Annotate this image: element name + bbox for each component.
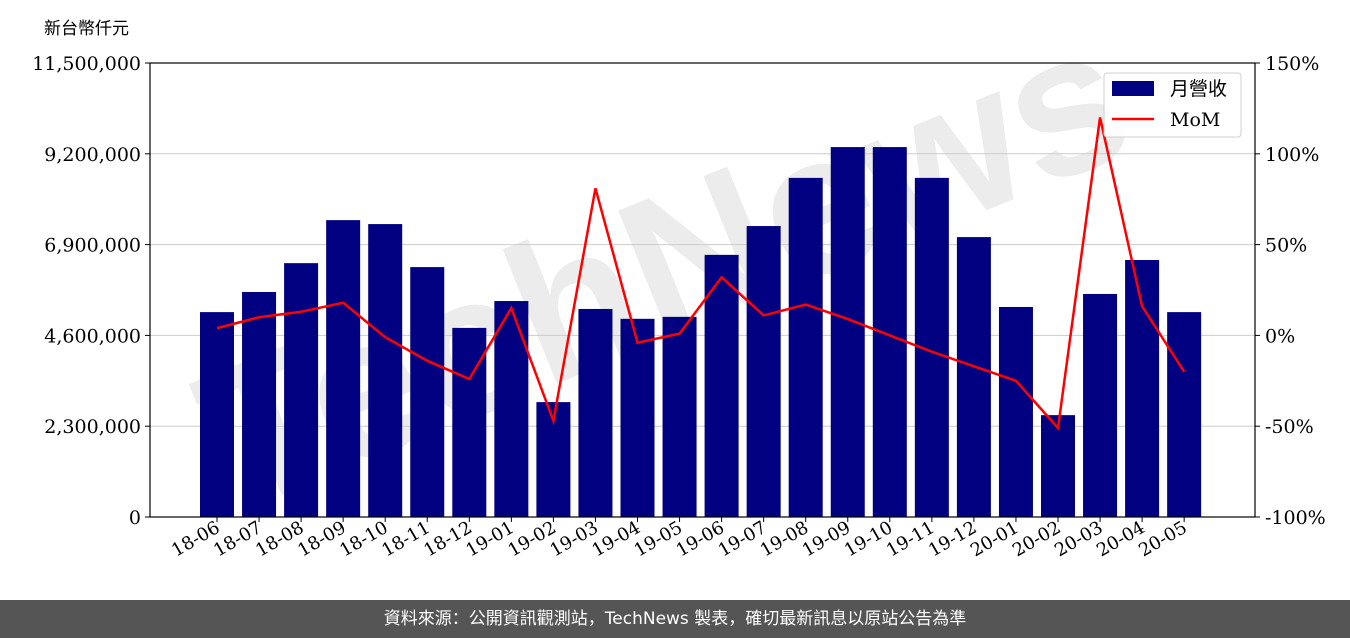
right-tick-label: -50% (1265, 416, 1314, 438)
legend-label-mom: MoM (1170, 109, 1220, 131)
mom-line (216, 117, 1186, 431)
footer-source: 資料來源：公開資訊觀測站，TechNews 製表，確切最新訊息以原站公告為準 (0, 600, 1350, 638)
legend-label-revenue: 月營收 (1170, 78, 1227, 100)
bar-19-08 (788, 177, 823, 517)
bar-20-03 (1083, 293, 1118, 517)
bar-20-02 (1041, 415, 1075, 517)
left-tick-label: 4,600,000 (44, 325, 141, 347)
bar-20-01 (998, 306, 1033, 517)
legend-bar-swatch (1112, 81, 1154, 96)
left-tick-label: 9,200,000 (44, 144, 141, 166)
bar-18-09 (326, 220, 361, 517)
bar-18-11 (410, 267, 445, 517)
bar-18-07 (242, 291, 277, 517)
right-tick-label: 100% (1265, 144, 1319, 166)
bar-19-12 (956, 237, 991, 518)
left-tick-label: 0 (129, 507, 141, 529)
right-tick-label: -100% (1265, 507, 1326, 529)
bar-19-09 (830, 147, 865, 518)
bar-18-08 (284, 263, 319, 517)
left-tick-label: 11,500,000 (32, 53, 141, 75)
bar-18-10 (368, 224, 403, 518)
unit-label: 新台幣仟元 (44, 19, 129, 39)
bar-19-05 (662, 316, 697, 517)
bar-18-12 (452, 327, 487, 517)
bar-19-06 (704, 254, 739, 517)
right-tick-label: 50% (1265, 235, 1307, 257)
right-tick-label: 150% (1265, 53, 1319, 75)
bar-20-04 (1125, 259, 1160, 517)
left-tick-label: 2,300,000 (44, 416, 141, 438)
bar-19-03 (578, 308, 613, 517)
bar-19-04 (620, 318, 655, 517)
chart: TechNews02,300,0004,600,0006,900,0009,20… (32, 0, 1326, 561)
bar-18-06 (200, 312, 234, 517)
right-tick-label: 0% (1265, 325, 1295, 347)
bar-19-07 (746, 226, 781, 517)
left-tick-label: 6,900,000 (44, 235, 141, 257)
x-tick-label: 20-05 (1135, 517, 1190, 561)
bar-20-05 (1167, 312, 1202, 517)
bar-19-01 (494, 301, 529, 517)
plot-frame (149, 62, 1256, 518)
